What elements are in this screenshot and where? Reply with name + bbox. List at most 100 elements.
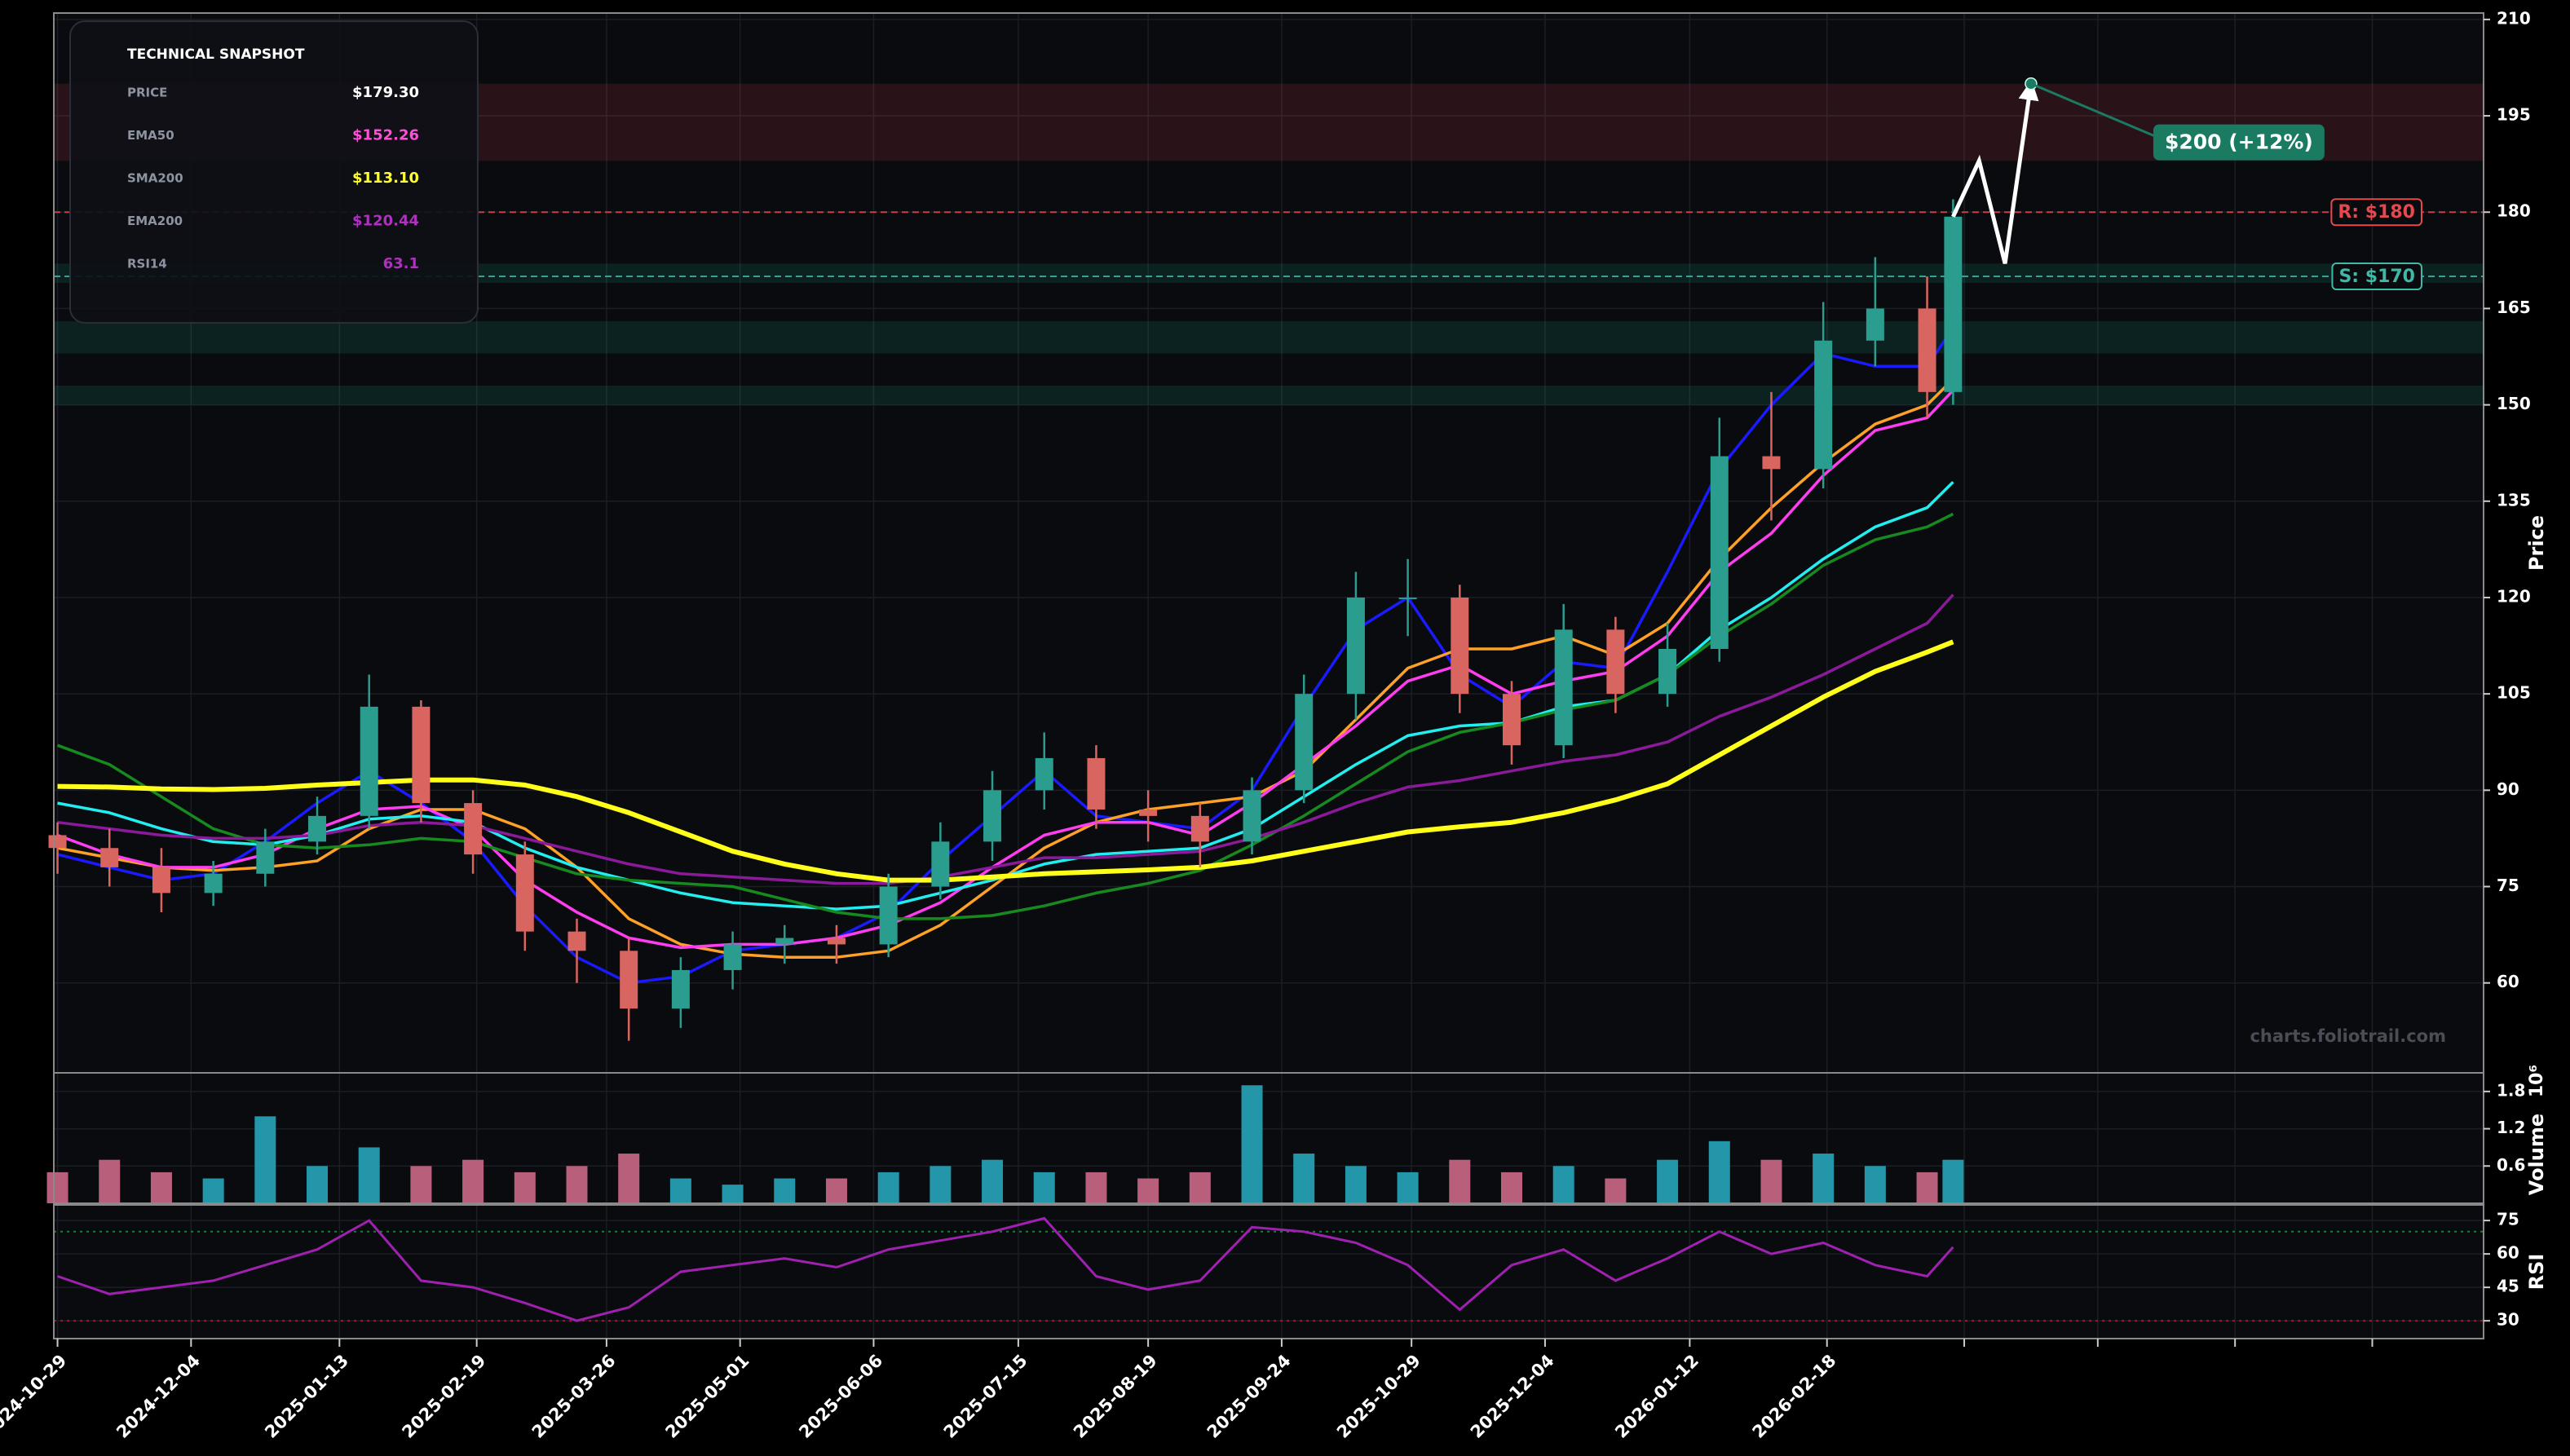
volume-bar <box>1657 1159 1679 1203</box>
volume-bar <box>1137 1178 1159 1203</box>
y-tick-label: 105 <box>2497 683 2531 703</box>
snapshot-label: EMA200 <box>127 214 183 228</box>
candle-body <box>308 815 327 842</box>
candle-body <box>464 803 483 855</box>
volume-bar <box>1189 1171 1211 1203</box>
candle-body <box>723 944 742 970</box>
volume-bar <box>462 1159 484 1203</box>
candle-body <box>1295 694 1314 791</box>
volume-frame <box>53 1072 2484 1204</box>
y-axis-label: Price <box>2525 515 2548 571</box>
y-axis-label: Volume <box>2525 1114 2548 1195</box>
volume-bar <box>1345 1166 1367 1203</box>
volume-bar <box>358 1147 380 1203</box>
y-tick-label: 180 <box>2497 201 2531 221</box>
volume-panel <box>54 1073 2484 1203</box>
candle-body <box>983 790 1002 842</box>
y-tick-label: 1.8 <box>2497 1080 2525 1100</box>
snapshot-value: $152.26 <box>352 127 419 144</box>
annotation: $200 (+12%) <box>2165 130 2313 154</box>
volume-bar <box>1293 1154 1315 1203</box>
y-tick-label: 120 <box>2497 586 2531 606</box>
rsi-line <box>57 1216 1954 1322</box>
watermark: charts.foliotrail.com <box>2250 1026 2446 1046</box>
volume-bar <box>1942 1159 1964 1203</box>
projection <box>1951 79 2039 264</box>
volume-bar <box>99 1159 121 1203</box>
marks <box>46 199 1964 1203</box>
y-tick-label: 135 <box>2497 490 2531 510</box>
volume-bar <box>1708 1141 1730 1203</box>
candle-body <box>1866 308 1884 341</box>
volume-bar <box>410 1166 432 1203</box>
volume-bar <box>825 1178 847 1203</box>
candle-body <box>1398 597 1417 599</box>
volume-bar <box>722 1185 744 1203</box>
volume-bar <box>877 1171 899 1203</box>
volume-bar <box>514 1171 536 1203</box>
level-label-box <box>2330 198 2422 227</box>
y-tick-label: 0.6 <box>2497 1155 2525 1175</box>
snapshot-value: $113.10 <box>352 170 419 187</box>
volume-bar <box>774 1178 796 1203</box>
candle-body <box>100 848 119 867</box>
candle-body <box>1554 629 1573 746</box>
y-axis-offset: 10⁶ <box>2527 1065 2547 1097</box>
snapshot-label: SMA200 <box>127 171 183 186</box>
snapshot-value: 63.1 <box>383 255 419 272</box>
candle-body <box>1606 629 1625 695</box>
candle-body <box>1087 757 1106 810</box>
zone <box>54 321 2484 354</box>
candle-body <box>204 873 223 893</box>
snapshot-label: RSI14 <box>127 257 167 271</box>
moving-average <box>57 593 1954 885</box>
y-tick-label: 210 <box>2497 8 2531 28</box>
candle-body <box>1658 649 1677 695</box>
snapshot-value: $120.44 <box>352 213 419 230</box>
volume-bar <box>1864 1166 1886 1203</box>
y-tick-label: 60 <box>2497 1243 2519 1263</box>
volume-bar <box>1397 1171 1419 1203</box>
volume-bar <box>1085 1171 1107 1203</box>
annotation-box <box>2153 124 2325 161</box>
volume-bar <box>307 1166 329 1203</box>
candle-body <box>620 951 638 1009</box>
candle-body <box>48 835 67 849</box>
candle-body <box>256 841 275 874</box>
volume-bar <box>1552 1166 1574 1203</box>
candle-body <box>360 706 378 816</box>
candle-body <box>1762 456 1781 470</box>
volume-bar <box>930 1166 952 1203</box>
volume-bar <box>982 1159 1004 1203</box>
candle-body <box>1710 456 1729 649</box>
volume-bar <box>150 1171 172 1203</box>
candle-body <box>879 886 898 945</box>
volume-bar <box>566 1166 588 1203</box>
candle-body <box>1944 216 1963 392</box>
zone <box>54 385 2484 405</box>
candle-body <box>775 938 794 945</box>
candle-body <box>1243 790 1261 842</box>
y-tick-label: 45 <box>2497 1277 2519 1296</box>
volume-bar <box>254 1116 276 1203</box>
candle-body <box>931 841 950 887</box>
level-label-box <box>2331 263 2422 291</box>
volume-bar <box>1241 1085 1263 1203</box>
technical-snapshot: TECHNICAL SNAPSHOT PRICE $179.30 EMA50 $152… <box>69 20 479 324</box>
volume-bar <box>1501 1171 1522 1203</box>
volume-bar <box>46 1171 68 1203</box>
y-tick-label: 150 <box>2497 394 2531 413</box>
volume-bar <box>202 1178 224 1203</box>
candle-body <box>1346 597 1365 695</box>
overlays: R: $180 S: $170 $200 (+12%) charts.foliotra… <box>1951 77 2446 1046</box>
y-tick-label: 1.2 <box>2497 1118 2525 1137</box>
snapshot-label: EMA50 <box>127 128 174 143</box>
candle-body <box>567 931 586 951</box>
snapshot-box <box>69 20 479 324</box>
candle-body <box>671 969 690 1009</box>
snapshot-label: PRICE <box>127 86 167 100</box>
snapshot-title: TECHNICAL SNAPSHOT <box>127 46 305 63</box>
volume-bar <box>669 1178 691 1203</box>
